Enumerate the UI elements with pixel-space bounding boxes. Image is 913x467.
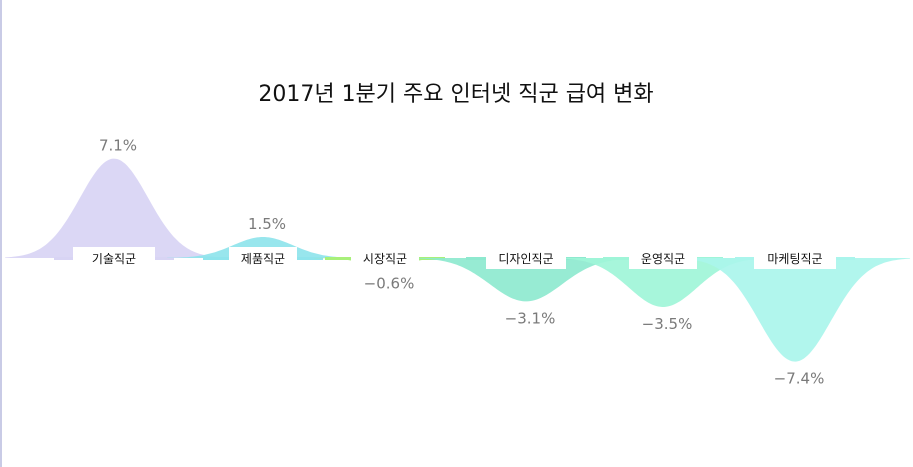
category-label-box-3	[351, 247, 419, 269]
area-5	[554, 258, 772, 307]
category-label-4: 디자인직군	[498, 252, 553, 266]
area-1	[5, 158, 223, 258]
category-label-box-5	[629, 247, 697, 269]
category-label-box-6	[754, 247, 836, 269]
category-label-box-2	[229, 247, 297, 269]
value-label-2: 1.5%	[248, 215, 286, 233]
category-label-box-1	[73, 247, 155, 269]
left-edge-line	[0, 0, 2, 467]
area-6	[679, 258, 911, 362]
chart-title: 2017년 1분기 주요 인터넷 직군 급여 변화	[258, 82, 653, 107]
category-label-3: 시장직군	[363, 252, 407, 266]
category-label-6: 마케팅직군	[767, 252, 822, 266]
value-label-4: −3.1%	[505, 309, 556, 327]
category-label-box-4	[486, 247, 566, 269]
value-label-6: −7.4%	[774, 370, 825, 388]
category-label-5: 운영직군	[641, 252, 685, 266]
chart-areas	[5, 158, 911, 362]
chart-labels: 7.1% 기술직군 1.5% 제품직군 −0.6% 시장직군 −3.1% 디자인직군 −3.5%…	[73, 137, 836, 388]
value-label-3: −0.6%	[364, 274, 415, 292]
category-label-1: 기술직군	[92, 252, 136, 266]
area-4	[410, 258, 642, 302]
value-label-1: 7.1%	[99, 137, 137, 155]
category-label-2: 제품직군	[241, 252, 285, 266]
value-label-5: −3.5%	[642, 315, 693, 333]
